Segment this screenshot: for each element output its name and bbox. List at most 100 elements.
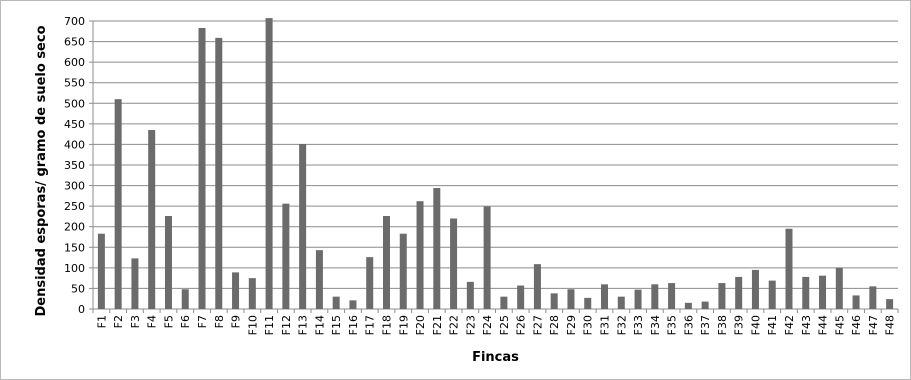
x-tick-label: F7 bbox=[196, 315, 209, 328]
x-tick-label: F39 bbox=[733, 315, 746, 335]
bar bbox=[886, 299, 893, 309]
bar bbox=[249, 278, 256, 309]
bar bbox=[651, 284, 658, 309]
bar bbox=[601, 284, 608, 309]
x-tick-label: F37 bbox=[699, 315, 712, 335]
y-tick-label: 700 bbox=[64, 15, 85, 28]
bar bbox=[98, 234, 105, 309]
x-tick-label: F23 bbox=[464, 315, 477, 335]
y-tick-label: 250 bbox=[64, 200, 85, 213]
x-tick-label: F40 bbox=[749, 315, 762, 335]
x-tick-label: F16 bbox=[347, 315, 360, 335]
bar bbox=[534, 264, 541, 309]
bar bbox=[702, 302, 709, 309]
x-tick-label: F13 bbox=[297, 315, 310, 335]
gridlines bbox=[89, 21, 898, 309]
x-tick-label: F27 bbox=[531, 315, 544, 335]
x-tick-label: F25 bbox=[498, 315, 511, 335]
x-tick-label: F35 bbox=[666, 315, 679, 335]
bar bbox=[316, 250, 323, 309]
bar bbox=[618, 297, 625, 309]
x-tick-label: F6 bbox=[179, 315, 192, 328]
bar bbox=[785, 229, 792, 309]
y-tick-label: 50 bbox=[71, 282, 85, 295]
x-tick-label: F21 bbox=[431, 315, 444, 335]
bar bbox=[349, 300, 356, 309]
bar bbox=[584, 298, 591, 309]
bar bbox=[668, 283, 675, 309]
x-tick-label: F31 bbox=[599, 315, 612, 335]
y-tick-label: 600 bbox=[64, 56, 85, 69]
bar bbox=[400, 234, 407, 309]
y-axis-title: Densidad esporas/ gramo de suelo seco bbox=[34, 25, 49, 316]
bar bbox=[500, 297, 507, 309]
x-tick-label: F26 bbox=[515, 315, 528, 335]
y-tick-label: 650 bbox=[64, 36, 85, 49]
x-tick-label: F9 bbox=[230, 315, 243, 328]
bar bbox=[567, 289, 574, 309]
x-tick-label: F1 bbox=[95, 315, 108, 328]
bar bbox=[131, 258, 138, 309]
bar bbox=[551, 293, 558, 309]
y-tick-label: 400 bbox=[64, 138, 85, 151]
bar bbox=[433, 188, 440, 309]
bar bbox=[417, 201, 424, 309]
y-tick-label: 200 bbox=[64, 221, 85, 234]
x-tick-label: F24 bbox=[481, 315, 494, 335]
bar bbox=[199, 28, 206, 309]
x-tick-label: F12 bbox=[280, 315, 293, 335]
x-tick-label: F36 bbox=[682, 315, 695, 335]
bar bbox=[718, 283, 725, 309]
x-tick-label: F41 bbox=[766, 315, 779, 335]
x-tick-label: F43 bbox=[800, 315, 813, 335]
x-tick-label: F30 bbox=[582, 315, 595, 335]
x-tick-labels: F1 F2 F3 F4 F5 F6 F7 F8 F9 F10 F11 F12 F13 F14 F15 F16 F… bbox=[95, 315, 896, 335]
bar bbox=[299, 144, 306, 309]
bar bbox=[819, 276, 826, 309]
y-tick-label: 450 bbox=[64, 118, 85, 131]
bar bbox=[148, 130, 155, 309]
x-tick-label: F48 bbox=[884, 315, 897, 335]
x-tick-label: F18 bbox=[380, 315, 393, 335]
y-tick-label: 300 bbox=[64, 180, 85, 193]
bar bbox=[685, 303, 692, 309]
x-tick-label: F19 bbox=[397, 315, 410, 335]
y-tick-label: 0 bbox=[78, 303, 85, 316]
x-tick-label: F29 bbox=[565, 315, 578, 335]
x-tick-label: F4 bbox=[146, 315, 159, 328]
x-tick-label: F3 bbox=[129, 315, 142, 328]
y-tick-label: 150 bbox=[64, 241, 85, 254]
x-tick-label: F2 bbox=[112, 315, 125, 328]
y-tick-label: 500 bbox=[64, 97, 85, 110]
bar bbox=[484, 207, 491, 309]
bar bbox=[517, 286, 524, 309]
bar bbox=[165, 216, 172, 309]
x-tick-label: F38 bbox=[716, 315, 729, 335]
bar bbox=[450, 218, 457, 309]
y-tick-label: 550 bbox=[64, 77, 85, 90]
bar bbox=[333, 297, 340, 309]
x-tick-label: F15 bbox=[330, 315, 343, 335]
axes bbox=[93, 21, 898, 313]
bar bbox=[836, 268, 843, 309]
y-tick-label: 350 bbox=[64, 159, 85, 172]
x-tick-label: F11 bbox=[263, 315, 276, 335]
x-tick-label: F34 bbox=[649, 315, 662, 335]
bar bbox=[802, 277, 809, 309]
bar bbox=[635, 290, 642, 309]
y-tick-labels: 0 50 100 150 200 250 300 350 400 450 500 550 600 650 7… bbox=[64, 15, 85, 316]
bar bbox=[182, 289, 189, 309]
bar bbox=[366, 257, 373, 309]
bar bbox=[266, 18, 273, 309]
bar bbox=[735, 277, 742, 309]
x-tick-label: F22 bbox=[448, 315, 461, 335]
x-tick-label: F28 bbox=[548, 315, 561, 335]
x-tick-label: F45 bbox=[833, 315, 846, 335]
x-tick-label: F8 bbox=[213, 315, 226, 328]
bar bbox=[282, 204, 289, 309]
x-tick-label: F32 bbox=[615, 315, 628, 335]
x-tick-label: F10 bbox=[246, 315, 259, 335]
x-tick-label: F17 bbox=[364, 315, 377, 335]
bar bbox=[869, 286, 876, 309]
